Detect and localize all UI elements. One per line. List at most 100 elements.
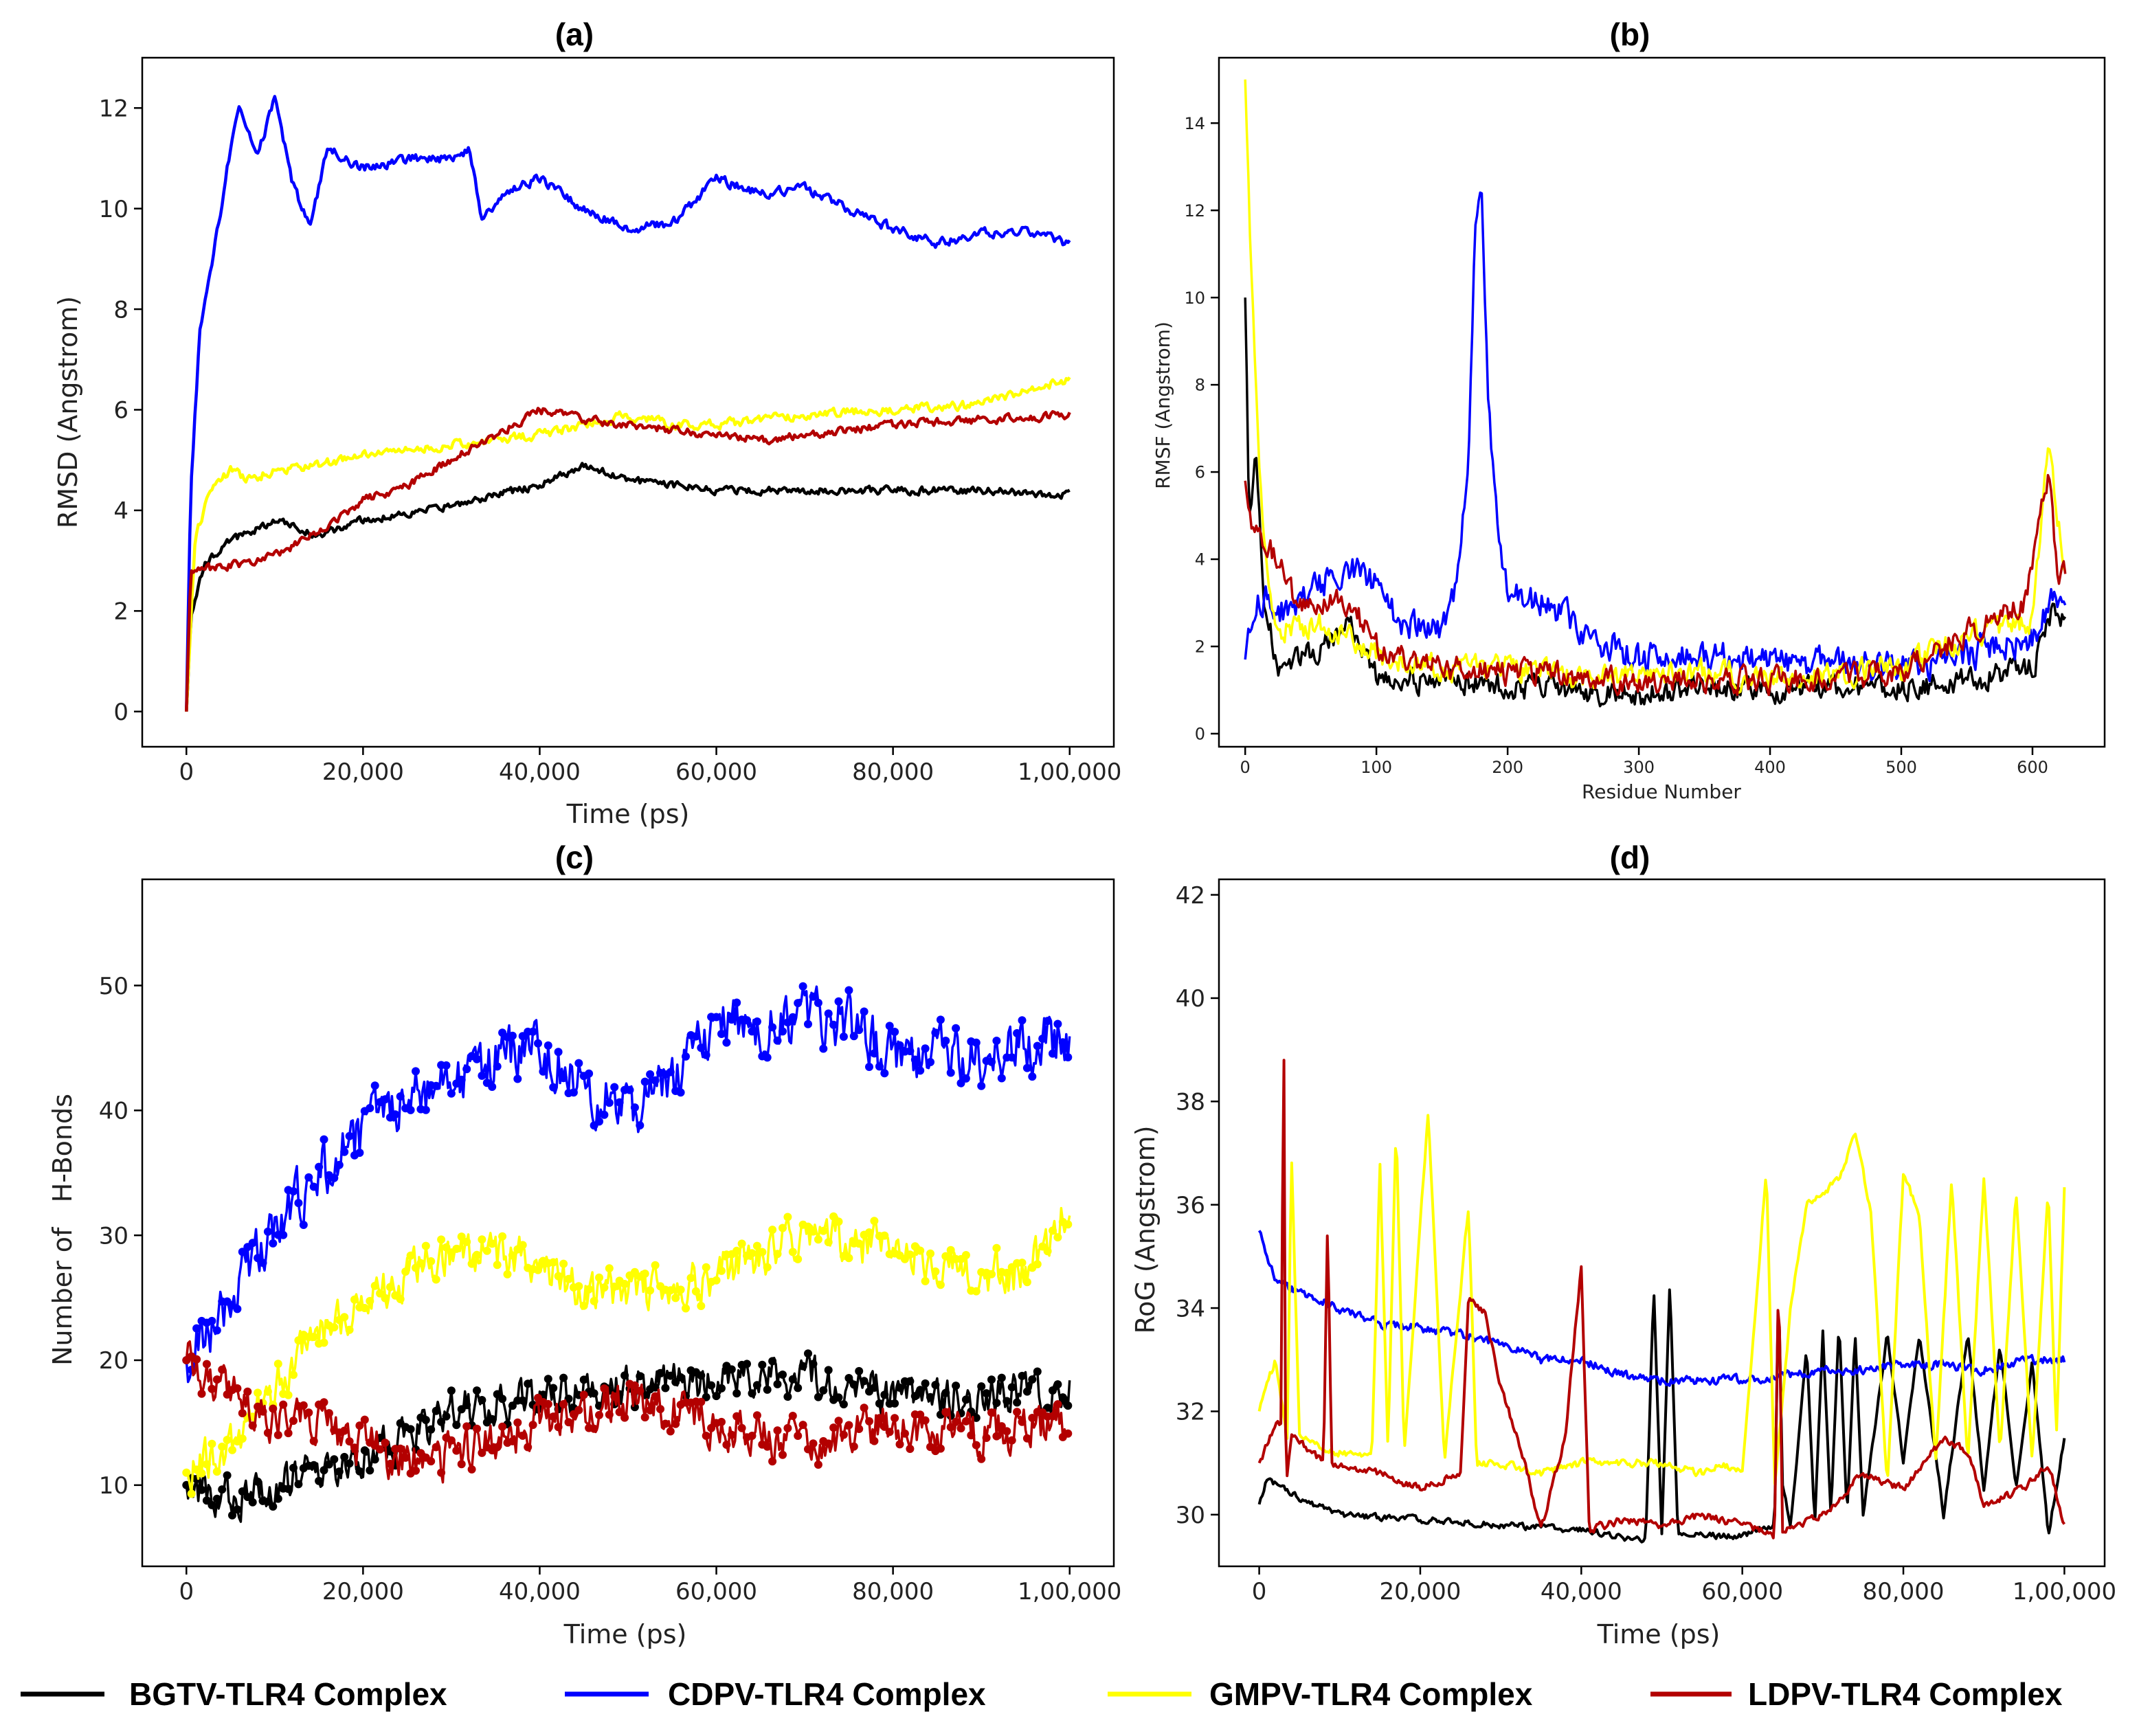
series-point-ldpv-c [345, 1437, 354, 1446]
panel-c-title: (c) [555, 839, 594, 875]
series-point-gmpv-c [554, 1272, 563, 1281]
panel-c-ytick-label: 30 [99, 1222, 128, 1250]
series-point-ldpv-c [1003, 1427, 1011, 1436]
series-point-cdpv-c [855, 1026, 864, 1035]
series-point-ldpv-c [528, 1421, 537, 1430]
series-point-ldpv-c [972, 1441, 981, 1450]
series-point-ldpv-c [376, 1445, 385, 1454]
series-point-cdpv-c [432, 1081, 440, 1090]
series-point-bgtv-c [315, 1476, 324, 1485]
series-point-bgtv-c [421, 1416, 430, 1424]
series-point-cdpv-c [421, 1105, 430, 1114]
series-point-cdpv-c [1022, 1063, 1031, 1072]
legend-item-bgtv: BGTV-TLR4 Complex [21, 1676, 447, 1712]
series-point-bgtv-c [273, 1494, 282, 1503]
series-point-bgtv-c [1013, 1398, 1022, 1407]
series-point-cdpv-c [457, 1075, 466, 1084]
series-point-cdpv-c [732, 998, 741, 1007]
series-point-ldpv-c [447, 1436, 456, 1445]
series-point-ldpv-c [824, 1439, 833, 1448]
series-point-cdpv-c [880, 1069, 889, 1078]
series-point-ldpv-c [997, 1422, 1006, 1431]
series-point-ldpv-c [748, 1432, 757, 1440]
series-point-bgtv-c [345, 1459, 354, 1468]
series-point-gmpv-c [549, 1258, 558, 1267]
series-point-ldpv-c [936, 1444, 945, 1453]
series-point-gmpv-c [1003, 1268, 1011, 1277]
series-point-bgtv-c [1003, 1397, 1011, 1406]
series-point-ldpv-c [1007, 1436, 1016, 1445]
series-point-cdpv-c [926, 1058, 934, 1066]
series-point-ldpv-c [1053, 1400, 1062, 1409]
series-point-ldpv-c [263, 1428, 272, 1437]
legend-label-gmpv: GMPV-TLR4 Complex [1209, 1676, 1533, 1712]
series-point-cdpv-c [865, 1063, 873, 1071]
series-point-ldpv-c [299, 1401, 308, 1410]
series-point-cdpv-c [921, 1044, 930, 1053]
series-point-ldpv-c [779, 1450, 787, 1459]
series-point-cdpv-c [366, 1104, 374, 1112]
series-point-cdpv-c [248, 1239, 257, 1248]
series-point-bgtv-c [590, 1389, 598, 1398]
series-point-ldpv-c [324, 1409, 333, 1418]
series-point-cdpv-c [1013, 1029, 1022, 1037]
series-point-ldpv-c [952, 1417, 961, 1426]
series-point-ldpv-c [630, 1381, 639, 1390]
series-point-ldpv-c [656, 1405, 664, 1414]
series-point-gmpv-c [870, 1217, 879, 1226]
series-point-cdpv-c [549, 1083, 558, 1092]
series-point-bgtv-c [931, 1381, 940, 1389]
series-point-bgtv-c [228, 1511, 236, 1520]
series-point-bgtv-c [442, 1412, 451, 1421]
series-point-cdpv-c [605, 1098, 614, 1107]
series-point-bgtv-c [473, 1386, 481, 1395]
series-point-ldpv-c [574, 1406, 583, 1414]
series-point-bgtv-c [794, 1384, 803, 1393]
series-point-bgtv-c [370, 1455, 379, 1464]
series-point-bgtv-c [804, 1349, 812, 1358]
series-point-cdpv-c [743, 1016, 751, 1025]
series-point-gmpv-c [473, 1250, 481, 1259]
series-point-bgtv-c [1064, 1401, 1073, 1410]
panel-b-ytick-label: 14 [1184, 114, 1205, 133]
series-point-ldpv-c [610, 1392, 619, 1401]
series-point-gmpv-c [712, 1276, 721, 1285]
series-point-bgtv-c [1022, 1387, 1031, 1396]
panel-d-xtick-label: 20,000 [1379, 1578, 1461, 1605]
series-point-gmpv-c [488, 1239, 497, 1248]
series-point-gmpv-c [218, 1442, 227, 1451]
series-point-cdpv-c [513, 1074, 522, 1083]
series-point-ldpv-c [289, 1417, 298, 1425]
panel-d-ytick-label: 34 [1176, 1295, 1205, 1322]
series-point-ldpv-c [967, 1431, 976, 1440]
series-point-ldpv-c [977, 1454, 986, 1463]
series-point-gmpv-c [427, 1257, 436, 1265]
legend-label-cdpv: CDPV-TLR4 Complex [668, 1676, 986, 1712]
series-point-cdpv-c [1053, 1019, 1062, 1028]
panel-b-ytick-label: 6 [1195, 463, 1205, 482]
series-point-gmpv-c [223, 1436, 232, 1444]
panel-d-xlabel: Time (ps) [1597, 1619, 1721, 1649]
panel-b-xtick-label: 400 [1754, 758, 1786, 777]
series-point-cdpv-c [697, 1044, 706, 1052]
series-point-cdpv-c [478, 1071, 486, 1080]
panel-a-ytick-label: 10 [99, 196, 128, 223]
series-point-cdpv-c [330, 1173, 339, 1182]
series-point-ldpv-c [646, 1406, 655, 1414]
series-point-cdpv-c [814, 998, 822, 1007]
series-point-bgtv-c [355, 1467, 364, 1476]
series-point-gmpv-c [676, 1285, 685, 1294]
series-point-cdpv-c [544, 1041, 552, 1050]
series-point-ldpv-c [493, 1443, 502, 1452]
series-point-bgtv-c [1049, 1386, 1057, 1395]
series-point-ldpv-c [284, 1429, 293, 1438]
series-point-ldpv-c [518, 1431, 527, 1440]
panel-a-xtick-label: 20,000 [322, 758, 404, 786]
series-point-bgtv-c [809, 1360, 818, 1368]
series-point-ldpv-c [891, 1414, 899, 1423]
series-point-bgtv-c [208, 1500, 216, 1509]
panel-b-frame [1218, 56, 2106, 748]
series-point-bgtv-c [910, 1392, 919, 1401]
series-point-gmpv-c [916, 1246, 925, 1255]
panel-c-ytick-label: 20 [99, 1347, 128, 1375]
